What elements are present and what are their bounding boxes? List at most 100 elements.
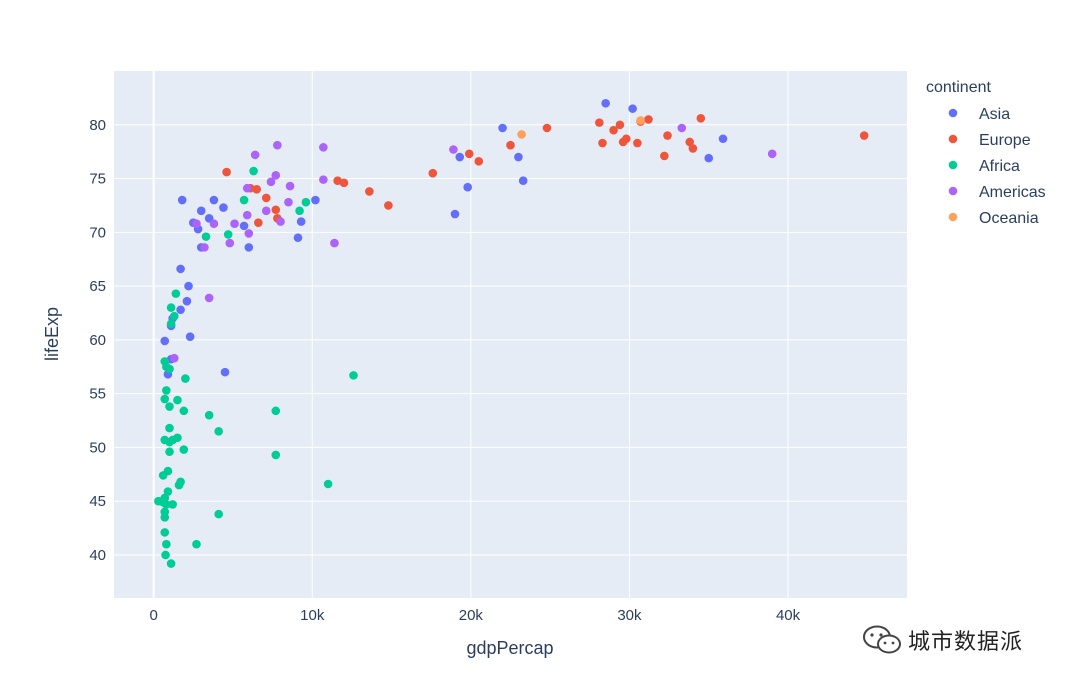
data-point — [450, 209, 460, 219]
y-tick-label: 70 — [89, 224, 106, 241]
legend-marker — [948, 160, 958, 170]
data-point — [165, 447, 174, 457]
data-point — [169, 311, 179, 321]
data-point — [273, 140, 282, 150]
data-point — [618, 137, 628, 147]
legend: Asia Europe Africa Americas Oceania — [948, 106, 1046, 227]
data-point — [184, 281, 193, 291]
data-point — [293, 233, 303, 243]
data-point — [204, 410, 214, 420]
data-point — [463, 182, 472, 192]
data-point — [209, 219, 219, 229]
watermark-text: 城市数据派 — [908, 630, 1024, 655]
data-point — [249, 166, 258, 176]
data-point — [609, 125, 618, 135]
data-point — [160, 336, 170, 346]
data-point — [162, 539, 171, 549]
series-americas — [169, 123, 777, 363]
data-point — [449, 145, 458, 154]
data-point — [201, 232, 211, 241]
data-point — [323, 479, 333, 489]
data-point — [628, 104, 637, 113]
legend-item-asia[interactable]: Asia — [948, 106, 1011, 123]
data-point — [192, 539, 201, 549]
data-point — [615, 120, 625, 130]
x-tick-label: 40k — [776, 607, 801, 624]
legend-label: Americas — [979, 184, 1046, 201]
data-point — [171, 289, 181, 298]
legend-item-europe[interactable]: Europe — [948, 132, 1031, 149]
data-point — [161, 550, 170, 560]
data-point — [506, 140, 515, 150]
data-point — [271, 450, 281, 460]
data-point — [176, 264, 185, 274]
series-oceania — [517, 116, 645, 139]
data-point — [285, 181, 295, 191]
y-tick-label: 75 — [89, 171, 106, 188]
data-point — [254, 218, 263, 227]
x-axis-title: gdpPercap — [466, 638, 553, 658]
data-point — [179, 445, 189, 454]
data-point — [185, 332, 195, 341]
data-point — [595, 118, 604, 127]
data-point — [384, 201, 393, 210]
data-point — [223, 230, 233, 239]
data-point — [173, 395, 182, 405]
data-point — [168, 500, 177, 509]
legend-marker — [948, 108, 958, 118]
y-tick-label: 50 — [89, 439, 106, 456]
data-point — [174, 480, 184, 490]
data-point — [252, 185, 262, 194]
legend-label: Europe — [979, 132, 1031, 149]
legend-item-africa[interactable]: Africa — [948, 158, 1020, 175]
data-point — [219, 203, 228, 212]
data-point — [242, 210, 252, 220]
data-point — [271, 171, 281, 180]
legend-label: Asia — [979, 106, 1010, 123]
data-point — [239, 195, 249, 205]
data-point — [220, 367, 230, 377]
data-point — [271, 205, 281, 215]
x-tick-label: 0 — [149, 607, 157, 624]
data-point — [295, 206, 304, 216]
data-point — [176, 305, 185, 315]
data-point — [859, 131, 869, 140]
data-point — [209, 195, 219, 205]
data-point — [266, 177, 276, 187]
data-point — [160, 357, 170, 366]
data-point — [688, 144, 698, 153]
data-point — [163, 487, 173, 496]
data-point — [160, 394, 170, 404]
data-point — [704, 153, 714, 163]
data-point — [225, 238, 235, 248]
y-tick-label: 40 — [89, 547, 106, 564]
data-point — [166, 319, 176, 329]
y-tick-label: 80 — [89, 117, 106, 134]
data-point — [311, 195, 320, 205]
data-point — [301, 197, 311, 207]
grid-lines — [114, 71, 907, 598]
legend-item-americas[interactable]: Americas — [948, 184, 1046, 201]
data-point — [518, 176, 528, 186]
x-tick-label: 30k — [617, 607, 642, 624]
data-point — [767, 149, 777, 159]
data-point — [214, 426, 223, 436]
x-tick-label: 20k — [459, 607, 484, 624]
data-point — [349, 371, 358, 380]
data-point — [181, 374, 190, 383]
data-point — [333, 176, 342, 186]
legend-label: Africa — [979, 158, 1020, 175]
data-point — [696, 114, 706, 123]
watermark: 城市数据派 — [862, 624, 1023, 656]
legend-item-oceania[interactable]: Oceania — [948, 210, 1039, 227]
x-tick-label: 10k — [300, 607, 325, 624]
data-point — [242, 183, 252, 193]
data-point — [598, 138, 607, 148]
data-point — [685, 137, 695, 147]
wechat-icon — [863, 625, 901, 654]
y-tick-label: 45 — [89, 493, 106, 510]
data-point — [455, 152, 465, 162]
y-tick-label: 60 — [89, 332, 106, 349]
data-point — [542, 123, 552, 133]
